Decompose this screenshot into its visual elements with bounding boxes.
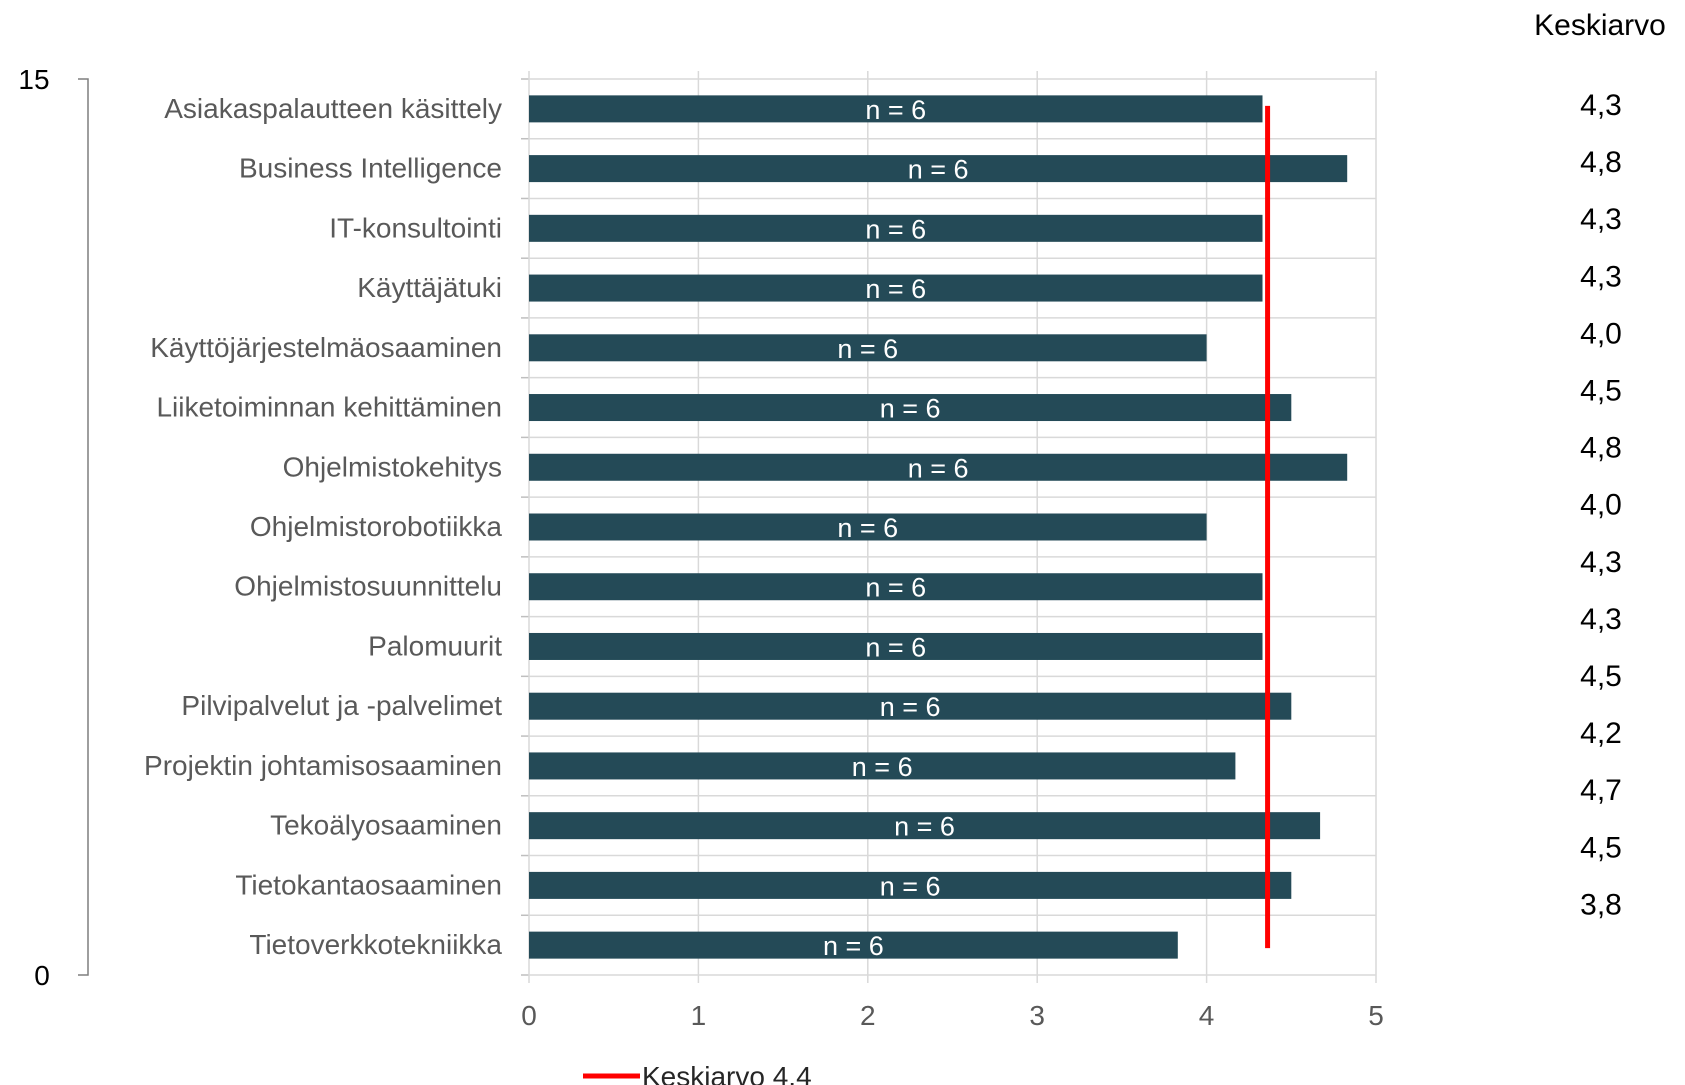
bar-label: n = 6	[823, 931, 884, 961]
bar-label: n = 6	[837, 513, 898, 543]
bar-label: n = 6	[865, 632, 926, 662]
side-column-value: 4,0	[1580, 317, 1622, 350]
bar-label: n = 6	[852, 752, 913, 782]
category-label: Käyttöjärjestelmäosaaminen	[150, 332, 502, 363]
side-column-value: 4,3	[1580, 89, 1622, 122]
bars: n = 6 n = 6 n = 6 n = 6 n = 6 n = 6 n = 6 n = 6…	[529, 95, 1347, 961]
x-tick-label: 0	[521, 1000, 537, 1031]
category-label: Palomuurit	[368, 630, 502, 661]
side-column-title: Keskiarvo	[1534, 9, 1666, 42]
bar-label: n = 6	[865, 573, 926, 603]
bar-label: n = 6	[865, 274, 926, 304]
x-tick-label: 3	[1029, 1000, 1045, 1031]
bar-label: n = 6	[865, 95, 926, 125]
bar-label: n = 6	[894, 812, 955, 842]
category-label: Pilvipalvelut ja -palvelimet	[181, 690, 502, 721]
side-column-value: 4,3	[1580, 260, 1622, 293]
legend-label: Keskiarvo 4,4	[642, 1061, 812, 1085]
left-axis-tick-bottom: 0	[34, 960, 50, 991]
side-column-value: 4,3	[1580, 203, 1622, 236]
bar-label: n = 6	[880, 871, 941, 901]
side-column-value: 4,8	[1580, 432, 1622, 465]
x-tick-label: 5	[1368, 1000, 1384, 1031]
side-column-value: 4,5	[1580, 831, 1622, 864]
left-axis: 15 0	[18, 64, 88, 991]
x-tick-label: 2	[860, 1000, 876, 1031]
legend: Keskiarvo 4,4	[583, 1061, 812, 1085]
category-label: Tietoverkkotekniikka	[249, 929, 502, 960]
side-column-value: 3,8	[1580, 888, 1622, 921]
bar-label: n = 6	[908, 453, 969, 483]
side-column-value: 4,5	[1580, 375, 1622, 408]
side-column-value: 4,7	[1580, 774, 1622, 807]
side-column-value: 4,3	[1580, 546, 1622, 579]
side-column: Keskiarvo 4,3 4,8 4,3 4,3 4,0 4,5 4,8 4,0 4,3 4,3…	[1534, 9, 1666, 921]
side-column-value: 4,8	[1580, 146, 1622, 179]
category-label: Asiakaspalautteen käsittely	[164, 93, 502, 124]
bar-label: n = 6	[908, 155, 969, 185]
x-tick-label: 1	[691, 1000, 707, 1031]
category-label: Tietokantaosaaminen	[235, 869, 502, 900]
category-label: Ohjelmistosuunnittelu	[234, 571, 502, 602]
category-label: Tekoälyosaaminen	[270, 810, 502, 841]
side-column-value: 4,5	[1580, 660, 1622, 693]
bar-label: n = 6	[880, 394, 941, 424]
left-axis-tick-top: 15	[18, 64, 49, 95]
x-axis-ticks: 0 1 2 3 4 5	[521, 1000, 1384, 1031]
category-label: Liiketoiminnan kehittäminen	[156, 392, 502, 423]
category-label: Projektin johtamisosaaminen	[144, 750, 502, 781]
category-label: Ohjelmistokehitys	[283, 451, 502, 482]
bar-label: n = 6	[880, 692, 941, 722]
side-column-value: 4,3	[1580, 603, 1622, 636]
side-column-value: 4,0	[1580, 489, 1622, 522]
category-label: IT-konsultointi	[329, 212, 502, 243]
side-column-value: 4,2	[1580, 717, 1622, 750]
bar-label: n = 6	[837, 334, 898, 364]
category-label: Käyttäjätuki	[357, 272, 502, 303]
category-labels: Asiakaspalautteen käsittely Business Inte…	[144, 93, 502, 960]
category-label: Business Intelligence	[239, 153, 502, 184]
x-tick-label: 4	[1199, 1000, 1215, 1031]
bar-label: n = 6	[865, 214, 926, 244]
category-label: Ohjelmistorobotiikka	[250, 511, 503, 542]
